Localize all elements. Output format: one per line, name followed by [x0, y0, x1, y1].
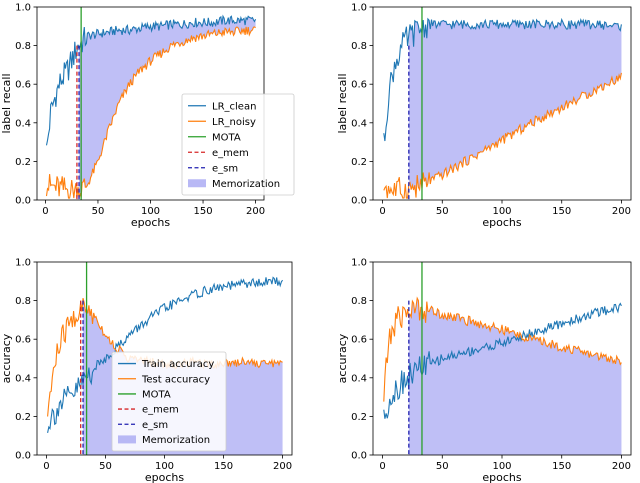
y-axis-label: label recall	[0, 73, 13, 133]
x-tick-label: 100	[141, 206, 160, 217]
legend-label: Train accuracy	[141, 359, 214, 370]
y-tick-label: 0.8	[351, 41, 367, 52]
legend: LR_clean LR_noisy MOTA e_mem e_sm Memorizatio…	[181, 93, 295, 196]
y-axis-label: label recall	[336, 73, 349, 133]
x-tick-label: 50	[436, 461, 449, 472]
x-tick-label: 0	[42, 206, 48, 217]
x-tick-label: 0	[379, 461, 385, 472]
x-axis-label: epochs	[145, 471, 184, 483]
y-tick-label: 0.2	[351, 412, 367, 423]
y-tick-label: 1.0	[351, 258, 367, 269]
y-tick-label: 0.8	[15, 41, 31, 52]
x-tick-label: 0	[379, 206, 385, 217]
x-tick-label: 100	[155, 461, 174, 472]
y-tick-label: 0.6	[15, 80, 31, 91]
x-tick-label: 50	[99, 461, 112, 472]
series-line-train-accuracy	[383, 302, 622, 419]
series-line-test-accuracy	[383, 296, 622, 402]
x-tick-label: 50	[92, 206, 105, 217]
y-tick-label: 0.2	[15, 412, 31, 423]
legend-key	[118, 435, 136, 444]
legend-label: Test accuracy	[141, 374, 210, 385]
legend-label: e_sm	[142, 420, 168, 431]
x-tick-label: 100	[492, 206, 511, 217]
x-tick-label: 150	[552, 461, 571, 472]
legend-label: e_mem	[212, 148, 249, 159]
legend-label: e_sm	[212, 163, 238, 174]
y-tick-label: 0.6	[351, 335, 367, 346]
x-tick-label: 200	[273, 461, 292, 472]
y-tick-label: 1.0	[15, 3, 31, 14]
y-tick-label: 0.0	[15, 196, 31, 207]
x-tick-label: 200	[612, 206, 631, 217]
chart-panel-4: 0 50 100 150 200 0.0 0.2 0.4 0.6 0.8 1.0 epochs accu…	[336, 258, 632, 483]
y-tick-label: 0.8	[351, 296, 367, 307]
x-axis-label: epochs	[482, 216, 521, 229]
y-tick-label: 0.0	[351, 451, 367, 462]
x-tick-label: 150	[193, 206, 212, 217]
legend-label: Memorization	[142, 435, 210, 446]
y-tick-label: 0.4	[351, 373, 367, 384]
chart-panel-3: 0 50 100 150 200 0.0 0.2 0.4 0.6 0.8 1.0 epochs accu…	[0, 258, 293, 483]
chart-panel-2: 0 50 100 150 200 0.0 0.2 0.4 0.6 0.8 1.0 epochs labe…	[336, 3, 632, 229]
y-tick-label: 0.8	[15, 296, 31, 307]
legend-box	[111, 351, 227, 452]
legend-label: LR_clean	[212, 101, 256, 112]
legend: Train accuracy Test accuracy MOTA e_mem e_sm…	[111, 351, 227, 452]
x-tick-label: 200	[246, 206, 265, 217]
y-axis-label: accuracy	[336, 333, 349, 383]
legend-label: LR_noisy	[212, 117, 256, 128]
y-tick-label: 0.6	[351, 80, 367, 91]
memorization-fill	[408, 18, 622, 198]
memorization-fill	[408, 298, 622, 455]
y-tick-label: 1.0	[15, 258, 31, 269]
x-axis-label: epochs	[131, 216, 170, 229]
y-tick-label: 0.4	[15, 373, 31, 384]
x-tick-label: 200	[612, 461, 631, 472]
series-line-lr-noisy	[383, 72, 622, 199]
x-tick-label: 150	[214, 461, 233, 472]
legend-label: e_mem	[142, 405, 179, 416]
legend-label: Memorization	[212, 179, 280, 190]
memorization-fill	[79, 16, 256, 199]
y-tick-label: 0.4	[351, 118, 367, 129]
chart-panel-1: 0 50 100 150 200 0.0 0.2 0.4 0.6 0.8 1.0 epochs labe…	[0, 3, 295, 229]
legend-label: MOTA	[212, 132, 241, 143]
y-tick-label: 1.0	[351, 3, 367, 14]
y-tick-label: 0.0	[351, 196, 367, 207]
legend-label: MOTA	[142, 389, 171, 400]
legend-box	[181, 93, 295, 196]
y-tick-label: 0.6	[15, 335, 31, 346]
legend-key	[188, 179, 206, 188]
y-tick-label: 0.2	[351, 157, 367, 168]
y-tick-label: 0.2	[15, 157, 31, 168]
x-tick-label: 100	[492, 461, 511, 472]
x-tick-label: 50	[436, 206, 449, 217]
x-tick-label: 150	[552, 206, 571, 217]
x-tick-label: 0	[43, 461, 49, 472]
y-axis-label: accuracy	[0, 333, 13, 383]
y-tick-label: 0.0	[15, 451, 31, 462]
y-tick-label: 0.4	[15, 118, 31, 129]
series-line-lr-clean	[383, 17, 622, 142]
x-axis-label: epochs	[482, 471, 521, 483]
